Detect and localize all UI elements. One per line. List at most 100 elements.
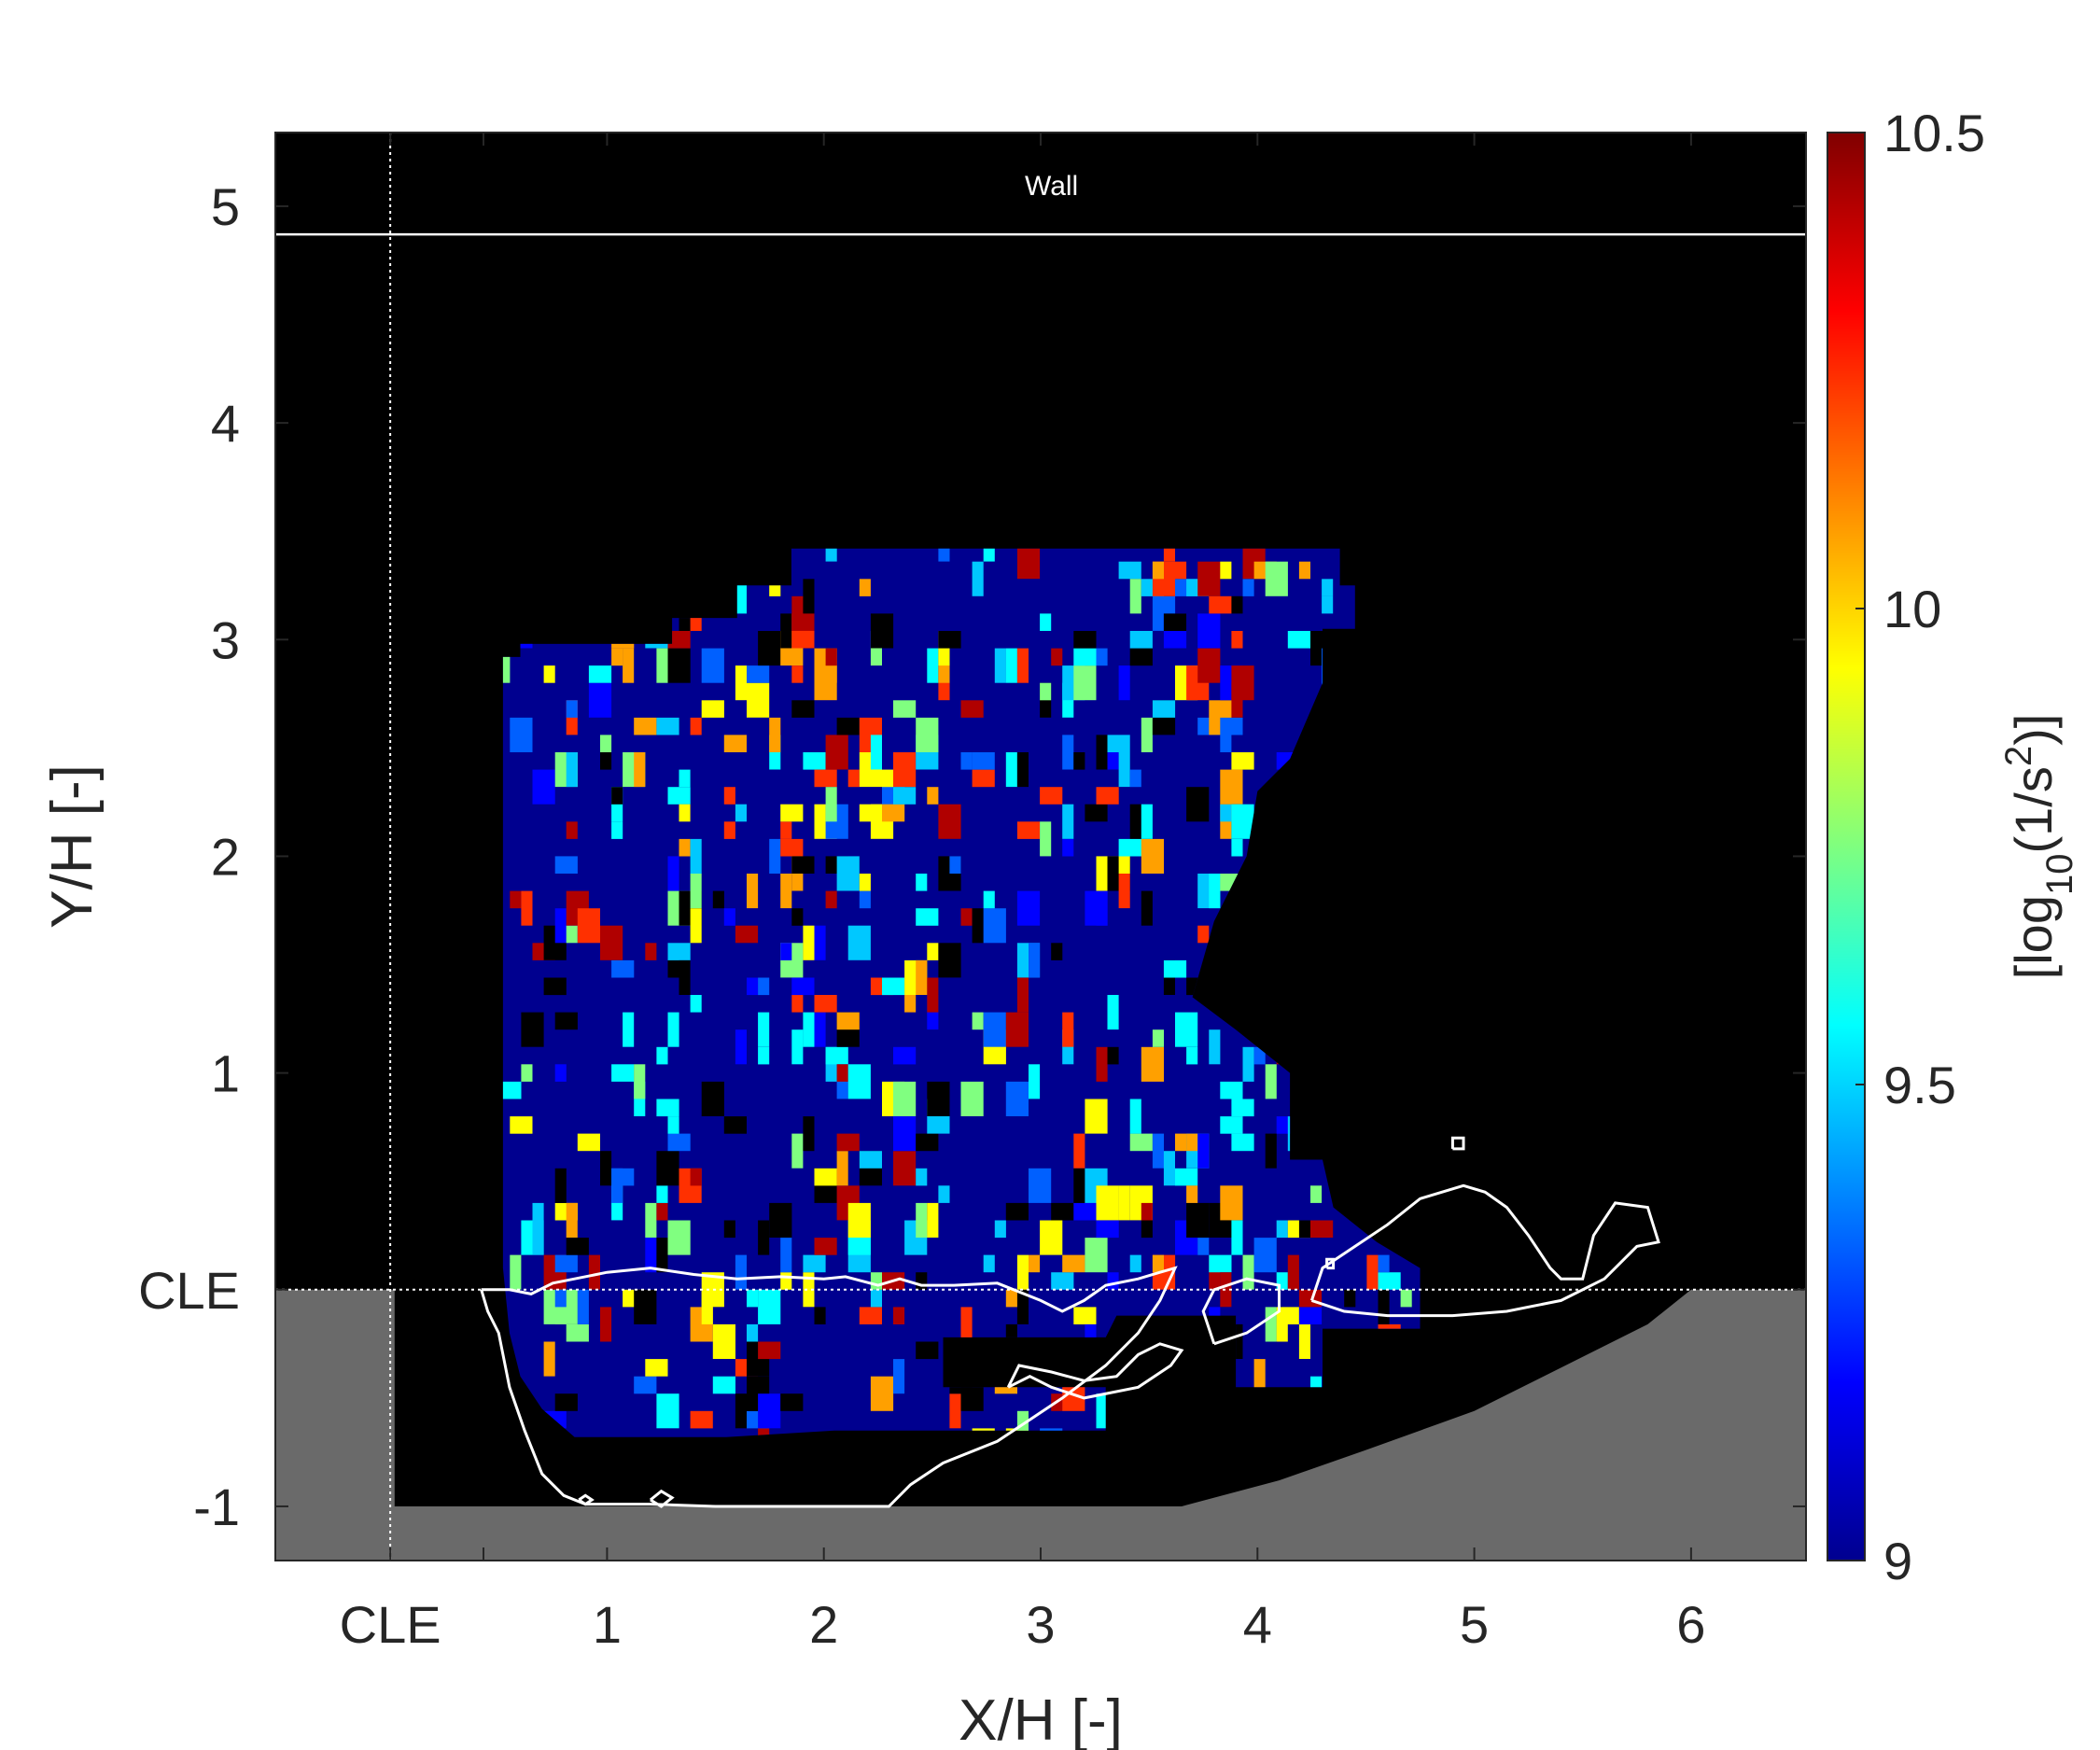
heatmap-cell [1029,1254,1041,1273]
heatmap-cell [870,735,882,770]
colorbar-tick-label: 10 [1883,580,1941,638]
heatmap-cell [859,1151,882,1169]
heatmap-cell [1141,804,1153,839]
heatmap-cell [667,1012,679,1047]
heatmap-cell [1073,665,1097,701]
heatmap-cell [1163,613,1187,631]
x-tick-label: 5 [1460,1595,1489,1654]
heatmap-cell [882,977,905,996]
heatmap-cell [983,548,995,562]
heatmap-cell [611,821,623,839]
heatmap-cell [1186,1046,1198,1065]
heatmap-cell [836,1151,848,1186]
heatmap-cell [1197,648,1221,683]
x-tick-label: 6 [1676,1595,1705,1654]
heatmap-cell [1209,874,1221,909]
heatmap-cell [1298,1323,1310,1359]
heatmap-cell [1051,1202,1074,1221]
heatmap-cell [960,1307,973,1342]
contour-line [1450,1136,1465,1151]
heatmap-cell [893,1116,917,1152]
contour-line [578,1493,595,1506]
heatmap-cell [1231,838,1243,857]
heatmap-cell [1016,1289,1029,1324]
heatmap-cell [502,1081,522,1099]
heatmap-cell [656,717,679,735]
heatmap-cell [1141,717,1153,752]
heatmap-cell [1152,1254,1164,1273]
heatmap-cell [836,1012,860,1030]
heatmap-cell [780,874,792,909]
heatmap-cell [723,1116,747,1134]
heatmap-cell [1265,561,1288,596]
heatmap-cell [510,1254,522,1290]
heatmap-cell [893,700,917,718]
heatmap-cell [859,890,871,909]
heatmap-cell [577,908,600,944]
heatmap-cell [1062,804,1074,839]
heatmap-cell [780,804,804,822]
heatmap-cell [938,1185,950,1203]
heatmap-cell [1141,1220,1153,1239]
heatmap-cell [634,1376,657,1394]
y-tick-label: CLE [138,1261,240,1320]
heatmap-cell [634,1064,646,1099]
heatmap-cell [1231,631,1243,649]
colorbar-ticks: 9 9.5 10 10.5 [1855,104,1985,1590]
heatmap-cell [701,700,724,718]
heatmap-cell [690,1168,702,1186]
x-tick-label: 2 [809,1595,838,1654]
heatmap-cell [1231,665,1254,701]
heatmap-cell [1118,874,1130,909]
heatmap-cell [836,856,860,891]
heatmap-cell [588,682,612,718]
heatmap-cell [712,1376,735,1394]
heatmap-cell [938,631,961,649]
heatmap-cell [1062,1254,1085,1273]
heatmap-cell [1287,1254,1299,1290]
heatmap-cell [803,1254,826,1273]
heatmap-cell [1298,561,1310,580]
heatmap-cell [960,700,984,718]
heatmap-cell [814,769,837,788]
heatmap-cell [1073,1168,1085,1203]
heatmap-cell [949,856,961,874]
heatmap-cell [1129,579,1141,614]
heatmap-cell [938,548,950,562]
heatmap-cell [1129,1099,1141,1134]
heatmap-cell [502,648,511,683]
heatmap-cell [1220,1272,1232,1308]
heatmap-cell [1231,1099,1254,1117]
heatmap-cell [814,1307,826,1324]
heatmap-cell [532,1220,544,1255]
heatmap-cell [1265,1064,1277,1099]
heatmap-cell [554,1289,567,1308]
heatmap-cell [1029,1064,1041,1099]
heatmap-cell [994,648,1006,683]
heatmap-cell [893,1081,917,1116]
heatmap-cell [916,1168,928,1186]
heatmap-cell [1276,1220,1288,1239]
heatmap-cell [814,1238,837,1255]
heatmap-cell [1186,787,1210,822]
heatmap-cell [1253,1238,1277,1273]
heatmap-cell [1107,995,1119,1030]
heatmap-cell [836,1133,860,1152]
heatmap-cell [521,1012,544,1047]
heatmap-cell [690,995,702,1013]
heatmap-cell [667,1133,691,1152]
heatmap-cell [780,821,792,839]
heatmap-cell [904,995,917,1013]
heatmap-cell [960,752,973,770]
colorbar-frame [1827,132,1866,1561]
heatmap-cell [1016,752,1029,788]
heatmap-cell [1231,804,1254,839]
heatmap-cell [825,548,837,562]
heatmap-cell [747,874,759,909]
contour-line [1325,1257,1336,1270]
heatmap-cell [656,1151,679,1186]
heatmap-cell [1265,1133,1277,1169]
heatmap-cell [1242,579,1254,596]
heatmap-cell [1005,648,1017,683]
heatmap-cell [814,995,837,1013]
